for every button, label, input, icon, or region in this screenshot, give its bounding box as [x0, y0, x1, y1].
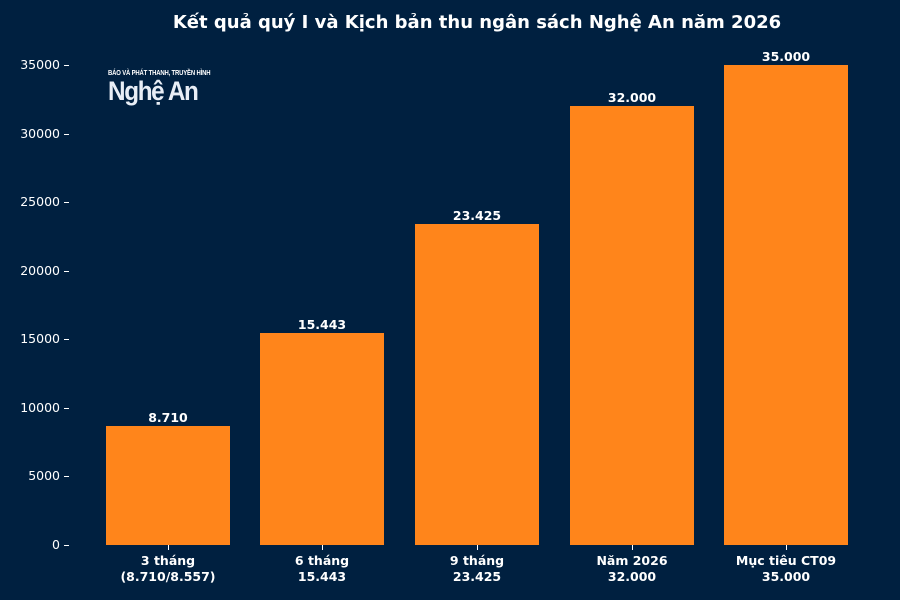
bar-value-label: 35.000 [761, 49, 811, 64]
bar [415, 223, 539, 545]
x-tick-label: 6 tháng 15.443 [232, 553, 412, 585]
y-tick-label: 25000 [20, 194, 60, 210]
bar-value-label: 8.710 [148, 409, 188, 425]
y-tick-mark [64, 270, 69, 272]
y-tick-mark [64, 65, 69, 66]
y-tick-label: 30000 [20, 125, 60, 141]
bar-value-label: 15.443 [297, 317, 347, 333]
y-tick-mark [64, 476, 69, 478]
bar [106, 425, 230, 545]
x-tick-label: Mục tiêu CT09 35.000 [696, 553, 876, 585]
x-tick-label-line: 9 tháng [449, 553, 505, 568]
x-tick-label-line: (8.710/8.557) [120, 569, 216, 584]
y-tick-label: 35000 [20, 57, 60, 72]
y-tick-mark [64, 339, 69, 341]
y-tick-label: 5000 [28, 468, 60, 484]
x-tick-mark [477, 545, 478, 550]
bar [570, 106, 694, 545]
x-tick-label-line: 6 tháng [294, 553, 350, 568]
x-tick-mark [632, 545, 633, 550]
x-tick-mark [168, 545, 169, 550]
x-tick-label-line: 23.425 [452, 569, 502, 584]
logo-name: Nghệ An [108, 76, 199, 106]
x-tick-label-line: 32.000 [607, 569, 657, 584]
chart-title: Kết quả quý I và Kịch bản thu ngân sách … [172, 12, 782, 33]
bar-value-label: 23.425 [452, 207, 502, 223]
y-tick-label: 20000 [20, 262, 60, 278]
x-tick-label-line: 35.000 [761, 569, 811, 584]
bar-value-label: 32.000 [607, 90, 657, 106]
y-tick-label: 15000 [20, 331, 60, 347]
x-tick-mark [322, 545, 323, 550]
bar [724, 65, 848, 545]
y-tick-mark [64, 202, 69, 204]
y-tick-label: 10000 [20, 399, 60, 415]
x-tick-label-line: 15.443 [297, 569, 347, 584]
y-tick-mark [64, 407, 69, 409]
bar [260, 333, 384, 545]
x-tick-label-line: Năm 2026 [596, 553, 668, 568]
y-tick-mark [64, 545, 69, 546]
logo-subtitle: BÁO VÀ PHÁT THANH, TRUYỀN HÌNH [108, 70, 211, 77]
x-tick-label-line: 3 tháng [140, 553, 196, 568]
y-tick-mark [64, 133, 69, 135]
x-tick-mark [786, 545, 787, 550]
x-tick-label: 3 tháng (8.710/8.557) [78, 553, 258, 585]
x-tick-label-line: Mục tiêu CT09 [735, 553, 837, 568]
x-tick-label: 9 tháng 23.425 [387, 553, 567, 585]
nghe-an-logo: BÁO VÀ PHÁT THANH, TRUYỀN HÌNH Nghệ An [108, 70, 218, 106]
x-tick-label: Năm 2026 32.000 [542, 553, 722, 585]
y-tick-label: 0 [52, 537, 60, 552]
